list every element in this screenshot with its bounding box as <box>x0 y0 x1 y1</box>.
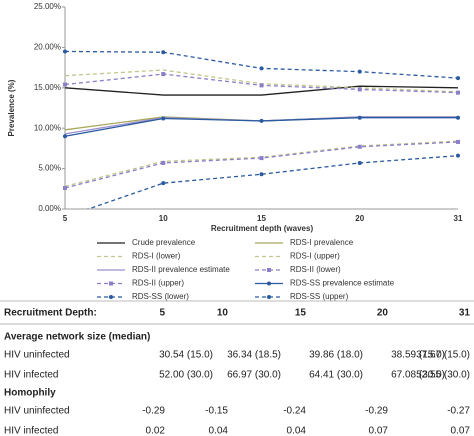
row-label: HIV infected <box>4 426 58 436</box>
legend-marker <box>109 295 113 299</box>
marker <box>63 134 67 139</box>
y-axis-label: Prevalence (%) <box>7 79 16 136</box>
series-line <box>64 50 459 79</box>
x-tick-label: 20 <box>355 214 364 223</box>
marker <box>456 139 460 144</box>
marker <box>456 76 460 81</box>
marker <box>63 185 67 190</box>
x-tick-label: 31 <box>454 214 463 223</box>
y-tick-label: 25.00% <box>34 2 61 11</box>
cell: 0.04 <box>209 426 229 436</box>
marker <box>161 181 166 186</box>
series-line <box>64 85 459 96</box>
marker <box>357 115 362 120</box>
legend-label: RDS-I (lower) <box>132 252 181 261</box>
legend-label: RDS-SS (lower) <box>132 292 189 301</box>
cell: 52.00 (30.0) <box>159 370 213 381</box>
x-tick-label: 10 <box>159 214 168 223</box>
marker <box>161 50 166 55</box>
legend-label: RDS-SS (upper) <box>290 292 349 301</box>
legend-marker <box>109 281 113 286</box>
marker <box>161 160 166 165</box>
cell: -0.15 <box>205 406 228 417</box>
x-tick-label: 15 <box>257 214 266 223</box>
legend-label: RDS-I prevalence <box>290 238 354 247</box>
cell: -0.29 <box>365 406 388 417</box>
marker <box>63 49 67 54</box>
marker <box>63 82 67 87</box>
marker <box>357 160 362 165</box>
legend-marker <box>267 295 271 299</box>
row-label: HIV uninfected <box>4 406 70 417</box>
cell: 0.07 <box>369 426 389 436</box>
marker <box>456 115 460 120</box>
series-line <box>64 141 459 189</box>
cell: 0.04 <box>287 426 307 436</box>
y-tick-label: 10.00% <box>34 123 61 132</box>
cell: 36.34 (18.5) <box>227 350 281 361</box>
cell: -0.24 <box>283 406 306 417</box>
x-tick-label: 5 <box>63 214 68 223</box>
cell: 39.86 (18.0) <box>309 350 363 361</box>
legend-label: RDS-SS prevalence estimate <box>290 279 395 288</box>
table-header: 10 <box>217 308 229 319</box>
marker <box>456 90 460 95</box>
legend-label: RDS-I (upper) <box>290 252 340 261</box>
cell: 30.54 (15.0) <box>159 350 213 361</box>
y-tick-label: 5.00% <box>38 164 61 173</box>
cell: -0.29 <box>142 406 165 417</box>
x-axis-label: Recruitment depth (waves) <box>211 224 314 233</box>
marker <box>259 156 264 161</box>
y-tick-label: 0.00% <box>38 204 61 213</box>
table-header: 20 <box>377 308 389 319</box>
cell: 0.02 <box>146 426 166 436</box>
marker <box>357 69 362 74</box>
cell: -0.27 <box>447 406 470 417</box>
marker <box>456 153 460 158</box>
series-line <box>64 140 459 188</box>
table-header: 5 <box>159 308 165 319</box>
cell: 0.07 <box>451 426 471 436</box>
row-label: HIV infected <box>4 370 58 381</box>
legend-label: Crude prevalence <box>132 238 196 247</box>
series-line <box>86 155 459 209</box>
cell: 66.97 (30.0) <box>227 370 281 381</box>
y-tick-label: 20.00% <box>34 43 61 52</box>
series-line <box>64 69 459 93</box>
marker <box>357 87 362 92</box>
table-header: 15 <box>295 308 307 319</box>
legend-marker <box>267 268 271 272</box>
cell: 67.08 (30.0) <box>391 370 445 381</box>
legend-marker <box>267 281 271 286</box>
marker <box>161 116 166 121</box>
cell: 37.67 (15.0) <box>416 350 470 361</box>
row-label: HIV uninfected <box>4 350 70 361</box>
series-line <box>64 116 458 131</box>
y-tick-label: 15.00% <box>34 83 61 92</box>
marker <box>259 118 264 123</box>
section-title: Homophily <box>4 388 56 399</box>
cell: 52.55 (30.0) <box>416 370 470 381</box>
marker <box>259 66 264 71</box>
legend-label: RDS-II (upper) <box>132 279 184 288</box>
cell: 38.59 (15.0) <box>391 350 445 361</box>
marker <box>259 83 264 88</box>
marker <box>259 172 264 177</box>
marker <box>161 72 166 77</box>
legend-label: RDS-II prevalence estimate <box>132 265 230 274</box>
plot <box>63 49 460 209</box>
section-title: Average network size (median) <box>4 332 150 343</box>
marker <box>357 144 362 149</box>
cell: 64.41 (30.0) <box>309 370 363 381</box>
table-header: 31 <box>459 308 471 319</box>
legend-label: RDS-II (lower) <box>290 265 341 274</box>
table-header: Recruitment Depth: <box>4 308 97 319</box>
